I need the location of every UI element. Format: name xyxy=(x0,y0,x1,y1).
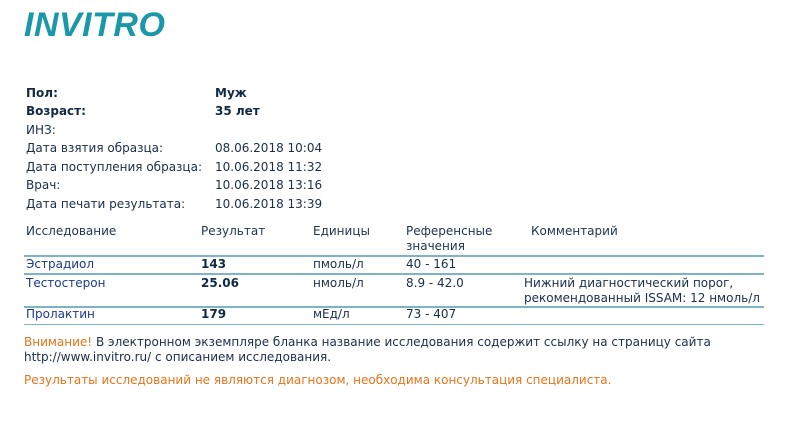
result-value: 25.06 xyxy=(201,276,239,290)
divider xyxy=(24,255,764,257)
units: мЕд/л xyxy=(313,307,350,321)
sex-label: Пол: xyxy=(26,86,58,100)
reference-range: 8.9 - 42.0 xyxy=(406,276,464,290)
result-value: 143 xyxy=(201,257,227,271)
age-label: Возраст: xyxy=(26,104,86,118)
print-date-value: 10.06.2018 13:39 xyxy=(215,197,323,211)
header-result: Результат xyxy=(201,224,266,238)
header-comment: Комментарий xyxy=(531,224,618,238)
result-value: 179 xyxy=(201,307,227,321)
print-date-label: Дата печати результата: xyxy=(26,197,186,211)
test-name-link[interactable]: Пролактин xyxy=(26,307,95,321)
divider xyxy=(24,273,764,275)
header-units: Единицы xyxy=(313,224,370,238)
reference-range: 40 - 161 xyxy=(406,257,457,271)
test-name-link[interactable]: Эстрадиол xyxy=(26,257,95,271)
divider xyxy=(24,306,764,308)
sex-value: Муж xyxy=(215,86,247,100)
invitro-logo: INVITRO xyxy=(24,6,166,44)
notice: Внимание! В электронном экземпляре бланк… xyxy=(24,335,711,349)
sample-received-label: Дата поступления образца: xyxy=(26,160,202,174)
units: нмоль/л xyxy=(313,276,364,290)
sample-received-value: 10.06.2018 11:32 xyxy=(215,160,323,174)
divider xyxy=(24,324,764,325)
comment: Нижний диагностический порог, xyxy=(524,276,734,290)
header-test: Исследование xyxy=(26,224,117,238)
sample-taken-value: 08.06.2018 10:04 xyxy=(215,141,323,155)
invitro-link[interactable]: http://www.invitro.ru/ xyxy=(24,350,152,364)
sample-taken-label: Дата взятия образца: xyxy=(26,141,164,155)
doctor-value: 10.06.2018 13:16 xyxy=(215,178,323,192)
inz-label: ИНЗ: xyxy=(26,123,56,137)
warning-label: Внимание! xyxy=(24,335,93,349)
comment-line-2: рекомендованный ISSAM: 12 нмоль/л xyxy=(524,291,760,305)
notice-text-2: с описанием исследования. xyxy=(151,350,332,364)
age-value: 35 лет xyxy=(215,104,260,118)
notice-line-2: http://www.invitro.ru/ с описанием иссле… xyxy=(24,350,331,364)
disclaimer: Результаты исследований не являются диаг… xyxy=(24,373,612,387)
reference-range: 73 - 407 xyxy=(406,307,457,321)
doctor-label: Врач: xyxy=(26,178,61,192)
test-name-link[interactable]: Тестостерон xyxy=(26,276,106,290)
notice-text: В электронном экземпляре бланка название… xyxy=(92,335,711,349)
header-ref: Референсные xyxy=(406,224,493,238)
units: пмоль/л xyxy=(313,257,364,271)
header-ref-2: значения xyxy=(406,239,465,253)
